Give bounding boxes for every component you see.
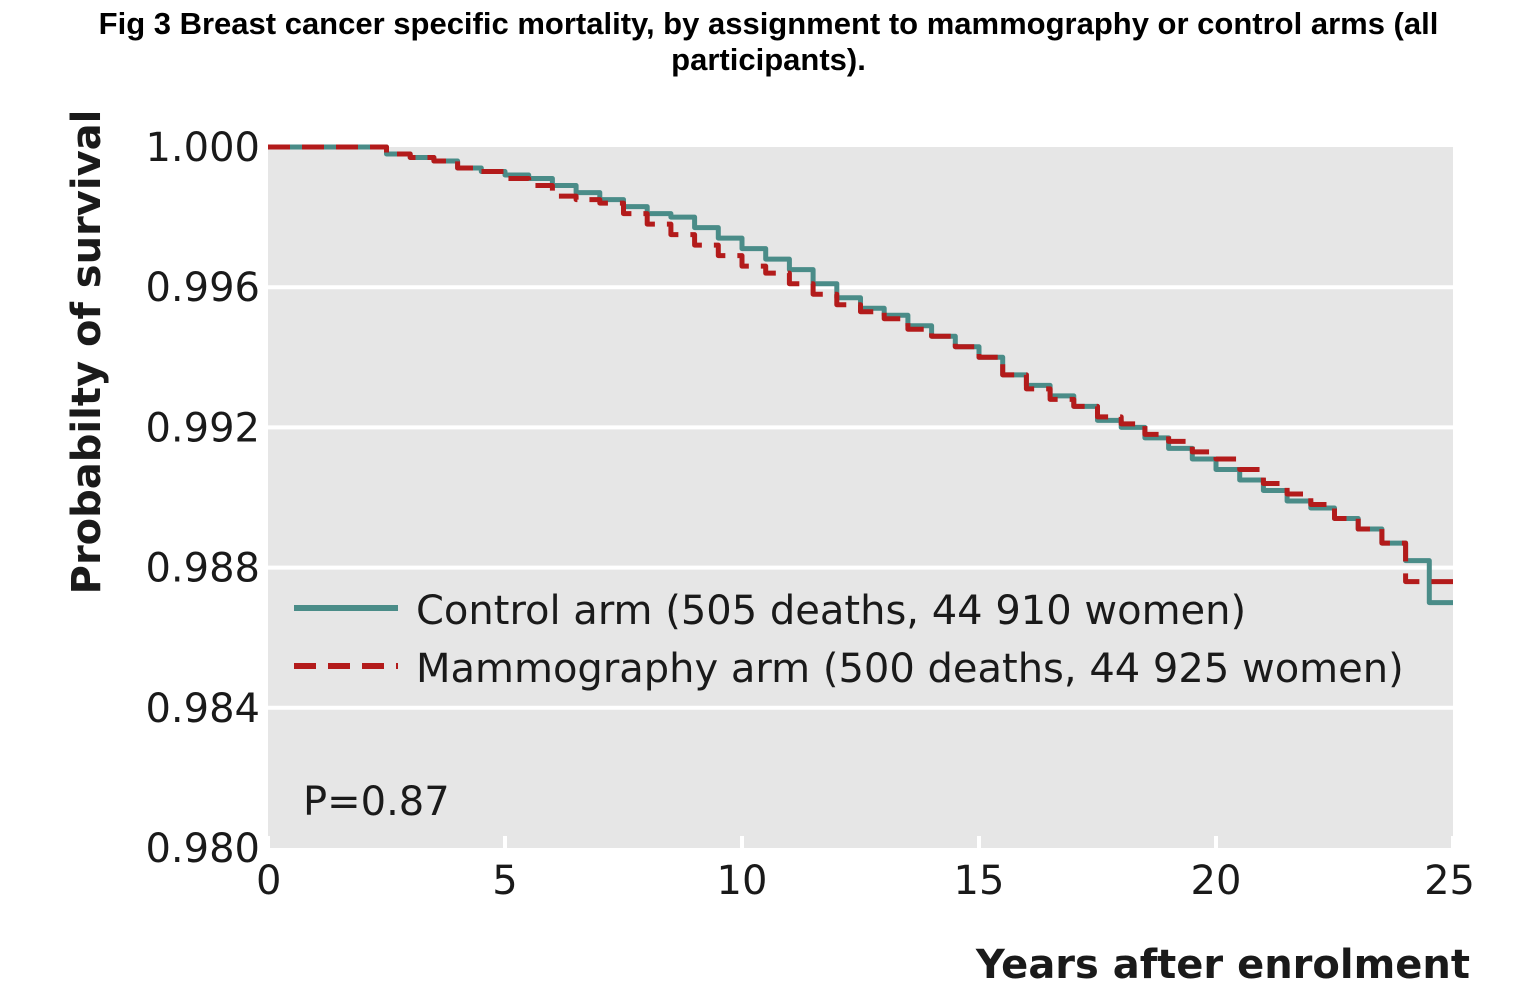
y-tick-label: 0.996 — [145, 265, 260, 311]
plot-area — [268, 147, 1453, 848]
y-axis-label: Probabilty of survival — [64, 110, 110, 595]
x-tick-label: 10 — [717, 858, 768, 904]
p-value-annotation: P=0.87 — [303, 779, 450, 825]
x-tick-label: 20 — [1191, 858, 1242, 904]
x-tick-label: 15 — [954, 858, 1005, 904]
legend: Control arm (505 deaths, 44 910 women) Ma… — [294, 588, 1404, 692]
y-tick-label: 0.984 — [145, 686, 260, 732]
x-tick-label: 0 — [256, 858, 281, 904]
y-tick-label: 0.980 — [145, 826, 260, 872]
series-layer — [268, 144, 1453, 606]
gridlines — [268, 285, 1453, 710]
x-tick-label: 5 — [492, 858, 517, 904]
y-axis-ticks: 1.000 0.996 0.992 0.988 0.984 0.980 — [145, 125, 260, 872]
y-tick-label: 0.988 — [145, 546, 260, 592]
legend-label: Mammography arm (500 deaths, 44 925 wome… — [416, 646, 1404, 692]
figure-title: Fig 3 Breast cancer specific mortality, … — [98, 6, 1439, 77]
x-tick-label: 25 — [1424, 858, 1475, 904]
mammography-arm-line — [268, 144, 1453, 585]
legend-label: Control arm (505 deaths, 44 910 women) — [416, 588, 1246, 634]
y-tick-label: 0.992 — [145, 405, 260, 451]
x-axis-label: Years after enrolment — [975, 942, 1470, 981]
y-tick-label: 1.000 — [145, 125, 260, 171]
x-axis-ticks: 0 5 10 15 20 25 — [256, 836, 1475, 904]
